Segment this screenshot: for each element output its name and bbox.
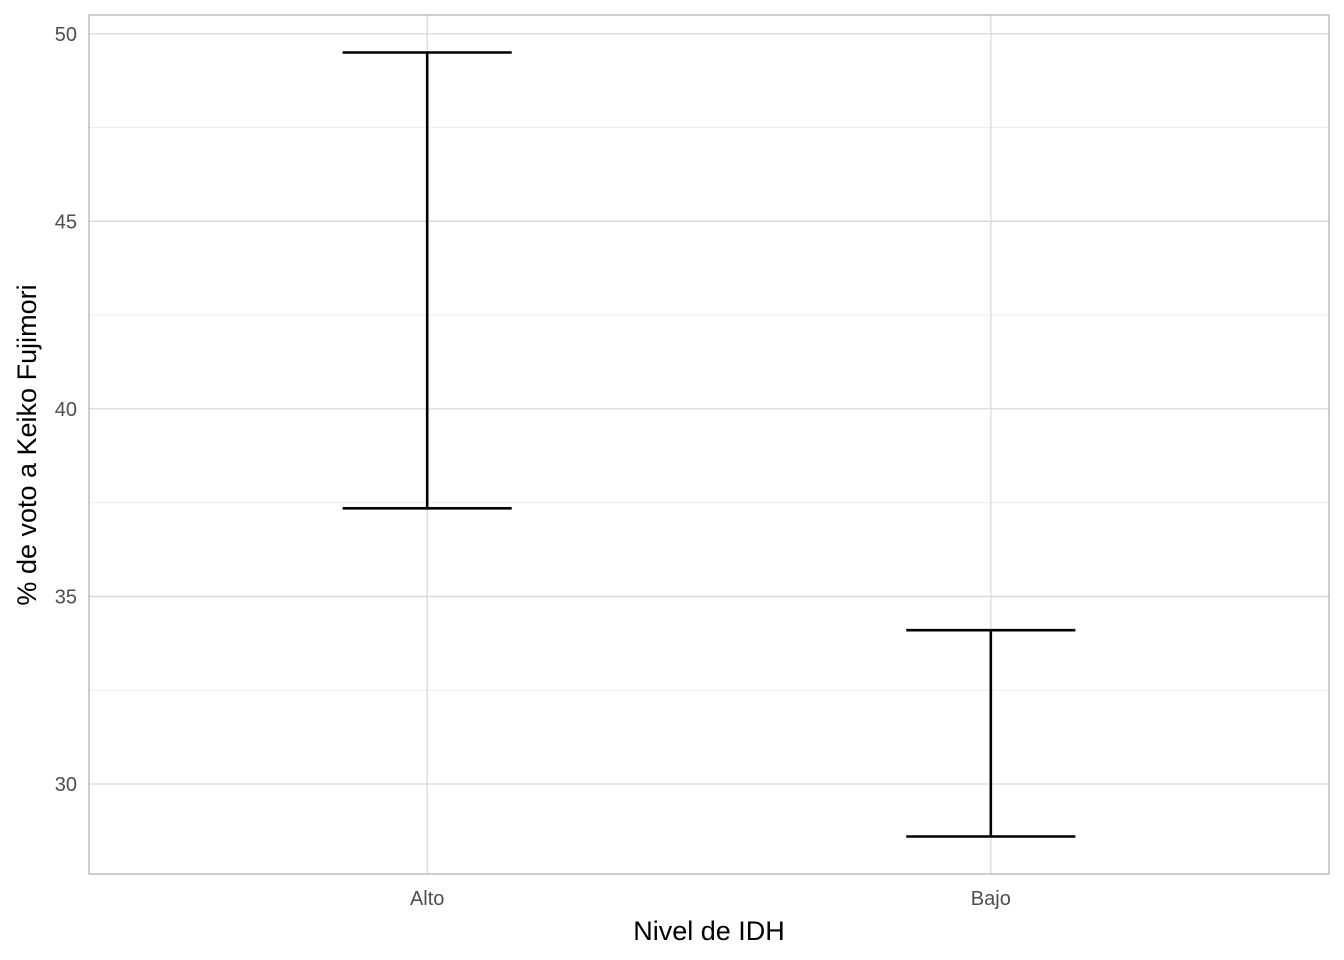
x-axis-title: Nivel de IDH: [633, 916, 785, 946]
error-bar-bajo: [906, 628, 1076, 838]
minor-gridlines: [89, 127, 1329, 691]
x-axis-tick-labels: Alto Bajo: [410, 888, 1011, 910]
y-axis-tick-labels: 30 35 40 45 50: [55, 24, 77, 796]
x-tick-label: Alto: [410, 888, 444, 910]
error-bars: [342, 51, 1076, 838]
error-bar-alto: [342, 51, 512, 510]
y-tick-label: 30: [55, 774, 77, 796]
x-tick-label: Bajo: [971, 888, 1011, 910]
y-axis-title: % de voto a Keiko Fujimori: [12, 284, 42, 605]
y-tick-label: 45: [55, 211, 77, 233]
y-tick-label: 40: [55, 399, 77, 421]
panel-border: [88, 14, 1330, 875]
y-tick-label: 50: [55, 24, 77, 46]
y-tick-label: 35: [55, 586, 77, 608]
major-gridlines: [89, 15, 1329, 874]
